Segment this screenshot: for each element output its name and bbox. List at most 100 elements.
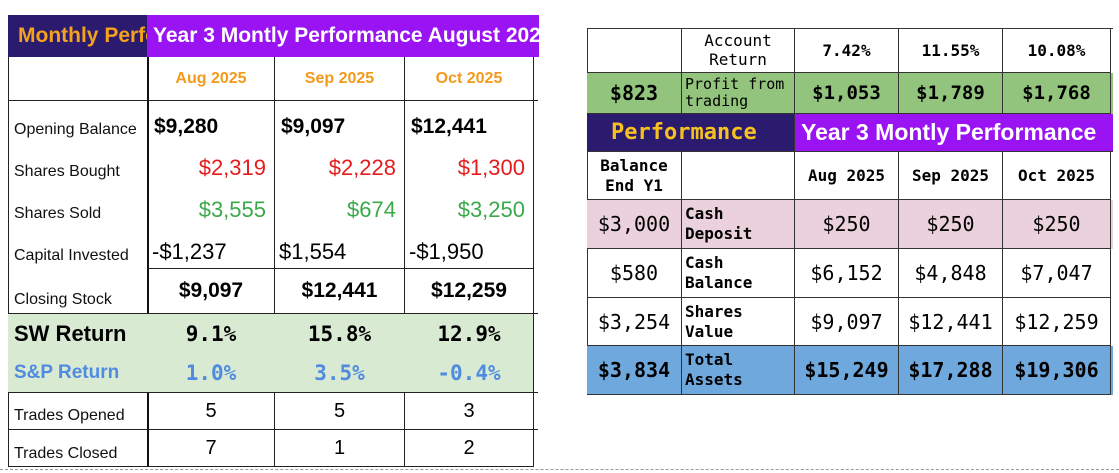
value-cell: 2 xyxy=(463,437,475,459)
value-cell: 5 xyxy=(205,399,217,422)
value-cell: $3,254 xyxy=(587,298,682,346)
value-cell: $12,441 xyxy=(899,298,1003,346)
trades-closed-row: Trades Closed 7 1 2 xyxy=(0,430,545,467)
account-summary-sheet: Account Return 7.42% 11.55% 10.08% $823 … xyxy=(587,28,1113,395)
row-label: Shares Sold xyxy=(14,205,102,222)
value-cell: $9,280 xyxy=(154,115,219,138)
month-header-row: Aug 2025 Sep 2025 Oct 2025 xyxy=(0,57,545,101)
value-cell: 7.42% xyxy=(795,28,899,73)
grid-line xyxy=(404,57,405,467)
grid-line xyxy=(8,57,9,467)
value-cell: $9,097 xyxy=(795,298,899,346)
row-label: S&P Return xyxy=(14,362,120,383)
value-cell: $1,789 xyxy=(899,73,1003,114)
cash-balance-row: $580 Cash Balance $6,152 $4,848 $7,047 xyxy=(587,249,1113,298)
grid-line xyxy=(148,268,533,269)
row-label: Profit from trading xyxy=(682,73,795,114)
monthly-performance-title: Monthly Performance xyxy=(8,15,147,57)
row-label: Capital Invested xyxy=(14,247,129,264)
value-cell: -$1,237 xyxy=(152,239,227,264)
value-cell: $580 xyxy=(587,249,682,298)
row-label: Trades Closed xyxy=(14,445,118,462)
balance-end-header: Balance End Y1 xyxy=(587,152,682,200)
grid-line xyxy=(8,466,533,467)
value-cell: $3,000 xyxy=(587,200,682,249)
value-cell: $15,249 xyxy=(795,346,899,395)
row-label: Trades Opened xyxy=(14,407,125,424)
value-cell: $250 xyxy=(1003,200,1111,249)
closing-stock-row: Closing Stock $9,097 $12,441 $12,259 xyxy=(0,269,545,313)
month-header-sep: Sep 2025 xyxy=(899,152,1003,200)
value-cell: $12,259 xyxy=(431,279,507,302)
value-cell: $12,259 xyxy=(1003,298,1111,346)
value-cell: $9,097 xyxy=(281,115,346,138)
value-cell: $823 xyxy=(587,73,682,114)
value-cell: 15.8% xyxy=(307,322,372,346)
row-label: Total Assets xyxy=(682,346,795,395)
grid-line xyxy=(147,57,149,467)
year3-performance-title: Year 3 Montly Performance August 2025 xyxy=(147,15,539,57)
grid-line xyxy=(8,392,538,393)
value-cell: $1,554 xyxy=(279,239,347,264)
performance-title-row: Performance Year 3 Montly Performance xyxy=(587,114,1113,152)
value-cell: 1.0% xyxy=(185,361,237,385)
monthly-performance-sheet: Monthly Performance Year 3 Montly Perfor… xyxy=(0,0,545,473)
sw-return-row: SW Return 9.1% 15.8% 12.9% xyxy=(0,314,545,354)
value-cell: -0.4% xyxy=(437,361,501,385)
opening-balance-row: Opening Balance $9,280 $9,097 $12,441 xyxy=(0,101,545,143)
value-cell: $250 xyxy=(795,200,899,249)
grid-line xyxy=(587,28,1113,29)
row-label: Cash Deposit xyxy=(682,200,795,249)
row-label: Cash Balance xyxy=(682,249,795,298)
grid-line xyxy=(8,429,538,430)
sp-return-row: S&P Return 1.0% 3.5% -0.4% xyxy=(0,354,545,392)
month-header-sep: Sep 2025 xyxy=(304,70,375,87)
shares-sold-row: Shares Sold $3,555 $674 $3,250 xyxy=(0,185,545,227)
value-cell: -$1,950 xyxy=(409,239,484,264)
cash-deposit-row: $3,000 Cash Deposit $250 $250 $250 xyxy=(587,200,1113,249)
value-cell: $9,097 xyxy=(178,279,244,302)
empty-cell xyxy=(682,152,795,200)
value-cell: 7 xyxy=(205,437,217,459)
value-cell: $17,288 xyxy=(899,346,1003,395)
row-label: Account Return xyxy=(682,28,795,73)
value-cell: 3 xyxy=(463,399,475,422)
value-cell: 9.1% xyxy=(185,322,237,346)
value-cell: $3,250 xyxy=(457,197,525,222)
value-cell: $1,053 xyxy=(795,73,899,114)
grid-line xyxy=(8,313,538,314)
value-cell: 5 xyxy=(333,399,346,422)
value-cell: $12,441 xyxy=(411,115,487,138)
row-label: SW Return xyxy=(14,321,127,346)
row-label: Shares Value xyxy=(682,298,795,346)
empty-cell xyxy=(587,28,682,73)
row-label: Closing Stock xyxy=(14,291,112,308)
value-cell: $250 xyxy=(899,200,1003,249)
trades-opened-row: Trades Opened 5 5 3 xyxy=(0,393,545,429)
value-cell: $7,047 xyxy=(1003,249,1111,298)
value-cell: $3,555 xyxy=(198,197,266,222)
value-cell: $1,300 xyxy=(457,155,525,180)
month-header-aug: Aug 2025 xyxy=(795,152,899,200)
performance-title: Performance xyxy=(587,114,795,152)
value-cell: 11.55% xyxy=(899,28,1003,73)
value-cell: 1 xyxy=(333,437,346,459)
value-cell: $12,441 xyxy=(301,279,378,302)
shares-value-row: $3,254 Shares Value $9,097 $12,441 $12,2… xyxy=(587,298,1113,346)
value-cell: $2,228 xyxy=(328,155,396,180)
grid-line xyxy=(274,57,275,467)
header-row: Balance End Y1 Aug 2025 Sep 2025 Oct 202… xyxy=(587,152,1113,200)
month-header-aug: Aug 2025 xyxy=(175,70,247,87)
value-cell: $1,768 xyxy=(1003,73,1111,114)
capital-invested-row: Capital Invested -$1,237 $1,554 -$1,950 xyxy=(0,227,545,269)
value-cell: $4,848 xyxy=(899,249,1003,298)
month-header-oct: Oct 2025 xyxy=(1003,152,1111,200)
profit-from-trading-row: $823 Profit from trading $1,053 $1,789 $… xyxy=(587,73,1113,114)
value-cell: $674 xyxy=(347,197,396,222)
account-return-row: Account Return 7.42% 11.55% 10.08% xyxy=(587,28,1113,73)
value-cell: $2,319 xyxy=(198,155,266,180)
row-label: Opening Balance xyxy=(14,121,137,138)
value-cell: $3,834 xyxy=(587,346,682,395)
total-assets-row: $3,834 Total Assets $15,249 $17,288 $19,… xyxy=(587,346,1113,395)
month-header-oct: Oct 2025 xyxy=(435,70,503,87)
